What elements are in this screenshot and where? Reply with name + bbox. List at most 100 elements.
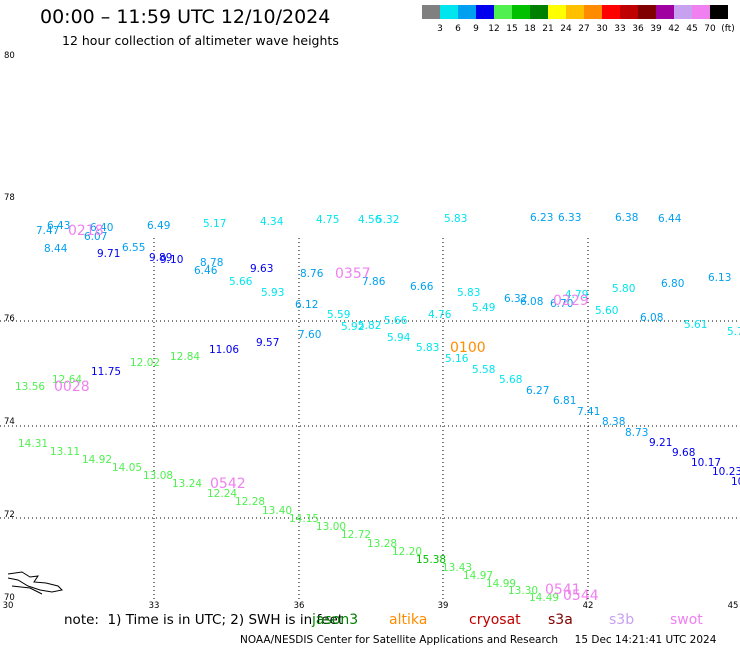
wave-height-value: 14.15 [289,513,319,525]
wave-height-value: 5.66 [384,315,408,327]
satellite-label-cryosat: cryosat [469,612,521,628]
legend-label: 42 [668,24,679,33]
wave-height-value: 5.83 [416,342,439,354]
longitude-label: 33 [149,601,160,611]
wave-height-value: 14.49 [529,592,559,604]
wave-height-value: 12.84 [170,351,200,363]
wave-height-value: 8.73 [625,427,648,439]
wave-height-value: 14.92 [82,454,112,466]
wave-height-value: 13.00 [316,521,346,533]
wave-height-value: 6.49 [147,220,170,232]
latitude-label: 74 [4,417,15,427]
pass-time-label: 0541 [545,582,581,598]
wave-height-value: 9.21 [649,437,672,449]
legend-swatch [512,5,531,19]
legend-swatch [530,5,549,19]
wave-height-value: 10 [731,476,740,488]
wave-height-value: 12.24 [207,488,237,500]
wave-height-value: 12.64 [52,374,82,386]
wave-height-value: 9.10 [160,254,183,266]
satellite-label-jason3: jason3 [312,612,359,628]
wave-height-value: 13.43 [442,562,472,574]
wave-height-value: 6.08 [520,296,543,308]
pass-time-label: 0357 [335,266,371,282]
wave-height-value: 6.07 [84,231,107,243]
latitude-label: 72 [4,510,15,520]
wave-height-value: 6.66 [410,281,434,293]
longitude-label: 42 [583,601,594,611]
wave-height-value: 9.89 [149,252,172,264]
longitude-label: 45 [728,601,739,611]
wave-height-value: 6.81 [553,395,576,407]
wave-height-value: 6.55 [122,242,145,254]
legend-swatch [638,5,657,19]
legend-label: 9 [473,24,479,33]
pass-time-label: 0028 [54,379,90,395]
legend-swatch [674,5,693,19]
wave-height-value: 6.43 [47,220,70,232]
wave-height-value: 6.08 [640,312,663,324]
wave-height-value: 5.7 [727,326,740,338]
wave-height-value: 5.80 [612,283,635,295]
legend-label: 39 [650,24,662,33]
longitude-label: 30 [3,601,14,611]
wave-height-value: 13.40 [262,505,292,517]
wave-height-value: 5.17 [203,218,226,230]
wave-height-value: 7.86 [362,276,386,288]
wave-height-value: 6.80 [661,278,684,290]
legend-swatch [656,5,675,19]
wave-height-value: 12.20 [392,546,422,558]
page-subtitle: 12 hour collection of altimeter wave hei… [62,33,339,48]
wave-height-value: 5.68 [499,374,522,386]
latitude-label: 80 [4,51,15,61]
wave-height-value: 5.93 [261,287,284,299]
wave-height-value: 10.17 [691,457,721,469]
legend-label: 3 [437,24,443,33]
legend-swatch [548,5,567,19]
latitude-label: 70 [4,593,15,603]
wave-height-value: 9.63 [250,263,273,275]
wave-height-value: 4.56 [358,214,382,226]
legend-label: 24 [560,24,572,33]
wave-height-value: 6.32 [504,293,527,305]
wave-height-value: 14.99 [486,578,516,590]
longitude-label: 36 [294,601,305,611]
legend-label: 45 [686,24,697,33]
legend-label: 70 [704,24,716,33]
satellite-label-altika: altika [389,612,428,628]
wave-height-value: 6.33 [558,212,581,224]
wave-height-value: 5.32 [376,214,399,226]
wave-height-value: 5.82 [358,320,381,332]
legend-swatch [494,5,513,19]
wave-height-value: 8.44 [44,243,68,255]
legend-label: (ft) [721,24,735,33]
coastline-fragment [7,571,64,593]
wave-height-value: 7.41 [577,406,600,418]
wave-height-value: 7.47 [36,225,59,237]
satellite-label-s3a: s3a [548,612,573,628]
wave-height-value: 13.56 [15,381,45,393]
color-legend-bar [422,5,728,19]
wave-height-value: 6.44 [658,213,682,225]
wave-height-value: 5.94 [387,332,411,344]
wave-height-value: 4.76 [428,309,452,321]
wave-height-value: 14.05 [112,462,142,474]
map-gridlines [0,238,740,600]
wave-height-value: 11.75 [91,366,121,378]
wave-height-value: 4.79 [565,289,588,301]
wave-height-value: 7.60 [298,329,321,341]
wave-height-value: 13.11 [50,446,80,458]
legend-label: 12 [488,24,499,33]
pass-time-label: 0100 [450,340,486,356]
wave-height-value: 9.57 [256,337,279,349]
pass-time-label: 0544 [563,588,599,604]
wave-height-value: 4.34 [260,216,284,228]
legend-swatch [710,5,728,19]
wave-height-value: 13.30 [508,585,538,597]
wave-height-value: 6.27 [526,385,549,397]
legend-swatch [566,5,585,19]
legend-label: 18 [524,24,536,33]
wave-height-value: 8.76 [300,268,324,280]
wave-height-value: 13.08 [143,470,173,482]
